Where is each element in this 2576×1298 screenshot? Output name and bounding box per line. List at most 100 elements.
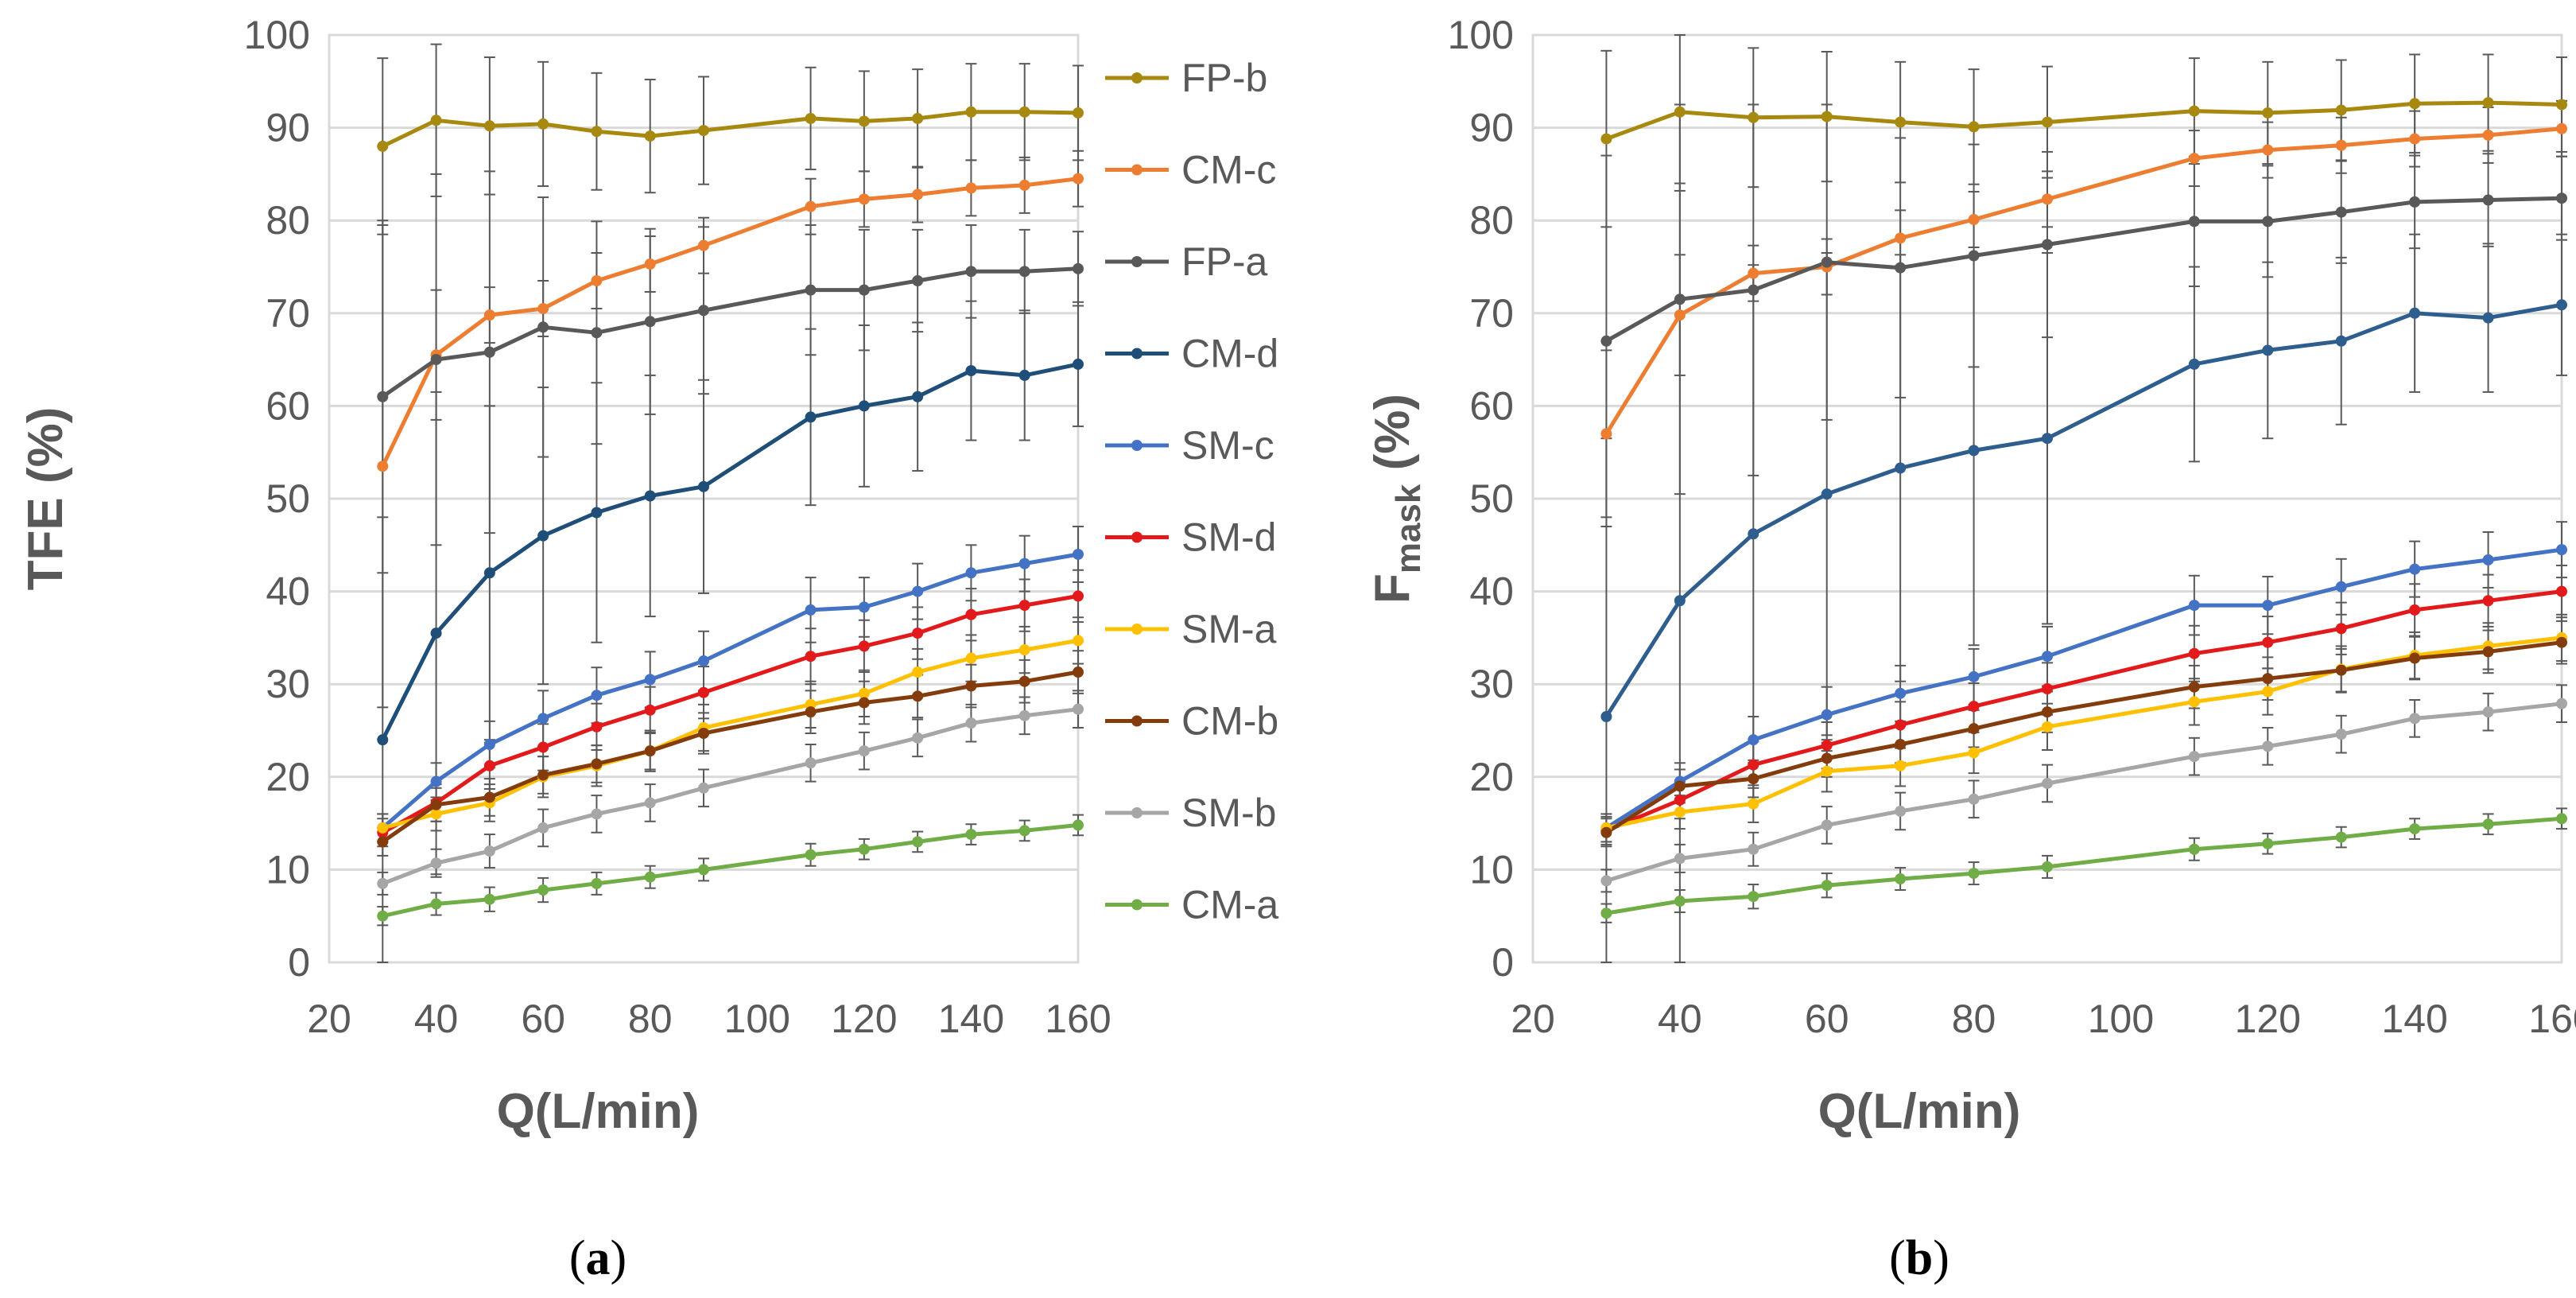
chart-b-point-sm-b xyxy=(2483,706,2494,717)
chart-b-point-cm-d xyxy=(2262,344,2273,356)
chart-b-point-cm-d xyxy=(2189,359,2200,370)
chart-b-point-cm-c xyxy=(1600,428,1612,439)
chart-b-point-sm-c xyxy=(2042,651,2053,662)
legend-label-sm-b: SM-b xyxy=(1181,791,1276,835)
chart-b-point-sm-c xyxy=(2189,600,2200,611)
chart-a-point-sm-c xyxy=(698,655,709,666)
chart-a-x-ticks: 20 40 60 80 100 120 140 160 xyxy=(307,997,1111,1041)
chart-a-point-cm-a xyxy=(805,849,817,861)
legend-label-sm-a: SM-a xyxy=(1181,607,1277,651)
chart-b-point-sm-b xyxy=(2336,729,2347,740)
chart-b-point-sm-d xyxy=(1674,795,1686,806)
chart-a-point-sm-a xyxy=(1019,644,1030,655)
chart-b-point-fp-a xyxy=(1969,251,1980,262)
chart-b-point-fp-a xyxy=(2042,239,2053,251)
chart-a-point-fp-a xyxy=(1019,266,1030,277)
chart-a-y-axis-title: TFE (%) xyxy=(18,407,73,591)
chart-b-point-sm-a xyxy=(1969,747,1980,758)
chart-a-point-sm-c xyxy=(965,567,976,578)
chart-b-point-sm-d xyxy=(2262,637,2273,648)
chart-b-point-fp-b xyxy=(2189,106,2200,117)
chart-b-line-sm-b xyxy=(1606,704,2562,881)
chart-b-point-cm-a xyxy=(1895,873,1906,884)
chart-b-point-sm-a xyxy=(2189,696,2200,707)
chart-b-point-fp-b xyxy=(2336,104,2347,115)
chart-b-point-fp-a xyxy=(2262,216,2273,227)
chart-a-point-sm-b xyxy=(1073,704,1084,715)
chart-b-point-cm-a xyxy=(2556,813,2567,824)
chart-b-series-lines xyxy=(1606,103,2562,913)
chart-b-point-sm-a xyxy=(1821,766,1833,777)
chart-a-point-fp-b xyxy=(912,113,923,124)
chart-a-point-cm-d xyxy=(645,491,656,502)
chart-b-point-fp-a xyxy=(1748,285,1759,296)
chart-a-point-fp-b xyxy=(377,141,388,152)
chart-a-x-tick-label: 20 xyxy=(307,997,351,1041)
chart-b-line-sm-a xyxy=(1606,638,2562,828)
chart-a-point-cm-b xyxy=(377,836,388,847)
chart-b-point-sm-b xyxy=(2409,713,2420,724)
chart-a-point-cm-b xyxy=(591,758,602,769)
legend-item-sm-c: SM-c xyxy=(1105,423,1274,468)
legend-item-fp-a: FP-a xyxy=(1105,239,1268,284)
legend-swatch-marker-fp-b xyxy=(1131,72,1143,84)
chart-a-point-sm-a xyxy=(377,822,388,834)
chart-b-point-cm-a xyxy=(2336,832,2347,843)
chart-b-point-cm-d xyxy=(1821,488,1833,499)
chart-a-point-fp-a xyxy=(698,305,709,316)
chart-b-point-cm-d xyxy=(1674,595,1686,606)
chart-b-point-cm-c xyxy=(2483,130,2494,141)
chart-a-point-cm-b xyxy=(431,799,442,810)
chart-a-legend: FP-b CM-c FP-a CM-d SM-c SM-d SM-a CM-b SM-b CM-a xyxy=(1105,56,1278,927)
chart-a-point-cm-d xyxy=(805,411,817,422)
chart-b-point-sm-b xyxy=(2262,740,2273,752)
chart-a-point-sm-c xyxy=(484,739,495,750)
chart-b-point-fp-b xyxy=(2042,117,2053,128)
chart-b-point-sm-a xyxy=(1895,760,1906,771)
legend-label-cm-c: CM-c xyxy=(1181,148,1276,192)
chart-b-point-cm-d xyxy=(2556,299,2567,310)
figure: 0102030405060708090100 20 40 60 80 100 120 140… xyxy=(0,0,2576,1298)
legend-item-sm-b: SM-b xyxy=(1105,791,1276,835)
chart-a-point-fp-a xyxy=(537,321,549,332)
chart-a-point-fp-a xyxy=(591,327,602,338)
chart-b-point-cm-b xyxy=(2189,682,2200,693)
legend-item-sm-a: SM-a xyxy=(1105,607,1277,651)
chart-a-point-cm-d xyxy=(1073,359,1084,370)
chart-a-point-fp-b xyxy=(1019,107,1030,118)
chart-a-point-cm-b xyxy=(645,745,656,756)
chart-a-point-cm-b xyxy=(805,706,817,717)
chart-b-point-cm-c xyxy=(2262,145,2273,156)
chart-b-point-sm-d xyxy=(1895,720,1906,731)
chart-b-point-sm-c xyxy=(2336,581,2347,593)
chart-b-point-cm-a xyxy=(1748,891,1759,902)
chart-a-point-fp-a xyxy=(645,316,656,327)
chart-b-y-tick-label: 10 xyxy=(1469,847,1514,892)
chart-b-point-cm-a xyxy=(1600,907,1612,919)
chart-b-point-cm-a xyxy=(2042,861,2053,872)
legend-swatch-marker-sm-c xyxy=(1131,440,1143,451)
chart-a-point-fp-b xyxy=(965,107,976,118)
chart-a-y-tick-label: 30 xyxy=(266,662,310,706)
legend-label-cm-b: CM-b xyxy=(1181,699,1278,744)
chart-b-point-cm-a xyxy=(1821,880,1833,891)
chart-a-y-tick-label: 100 xyxy=(244,13,310,57)
chart-b-line-cm-c xyxy=(1606,129,2562,434)
chart-b: 0 10 20 30 40 50 60 70 80 90 100 20 40 60 80 100 120 140… xyxy=(1365,13,2576,1285)
chart-a-point-cm-b xyxy=(484,791,495,803)
chart-b-point-cm-d xyxy=(1600,711,1612,722)
chart-b-point-fp-a xyxy=(1895,262,1906,274)
chart-b-point-sm-d xyxy=(2556,586,2567,597)
chart-a-point-cm-d xyxy=(484,567,495,578)
chart-a-point-cm-a xyxy=(1073,819,1084,830)
chart-a-point-cm-c xyxy=(484,309,495,321)
chart-b-y-tick-label: 70 xyxy=(1469,291,1514,336)
chart-a-y-tick-label: 20 xyxy=(266,755,310,799)
legend-label-fp-b: FP-b xyxy=(1181,56,1267,100)
chart-a-point-cm-c xyxy=(377,461,388,472)
chart-a-point-fp-a xyxy=(377,391,388,402)
chart-b-point-cm-c xyxy=(2556,123,2567,134)
chart-a-point-sm-d xyxy=(859,640,870,651)
chart-a-y-ticks: 0 10 20 30 40 50 60 70 80 90 100 xyxy=(244,13,310,985)
chart-b-point-fp-a xyxy=(2189,216,2200,227)
